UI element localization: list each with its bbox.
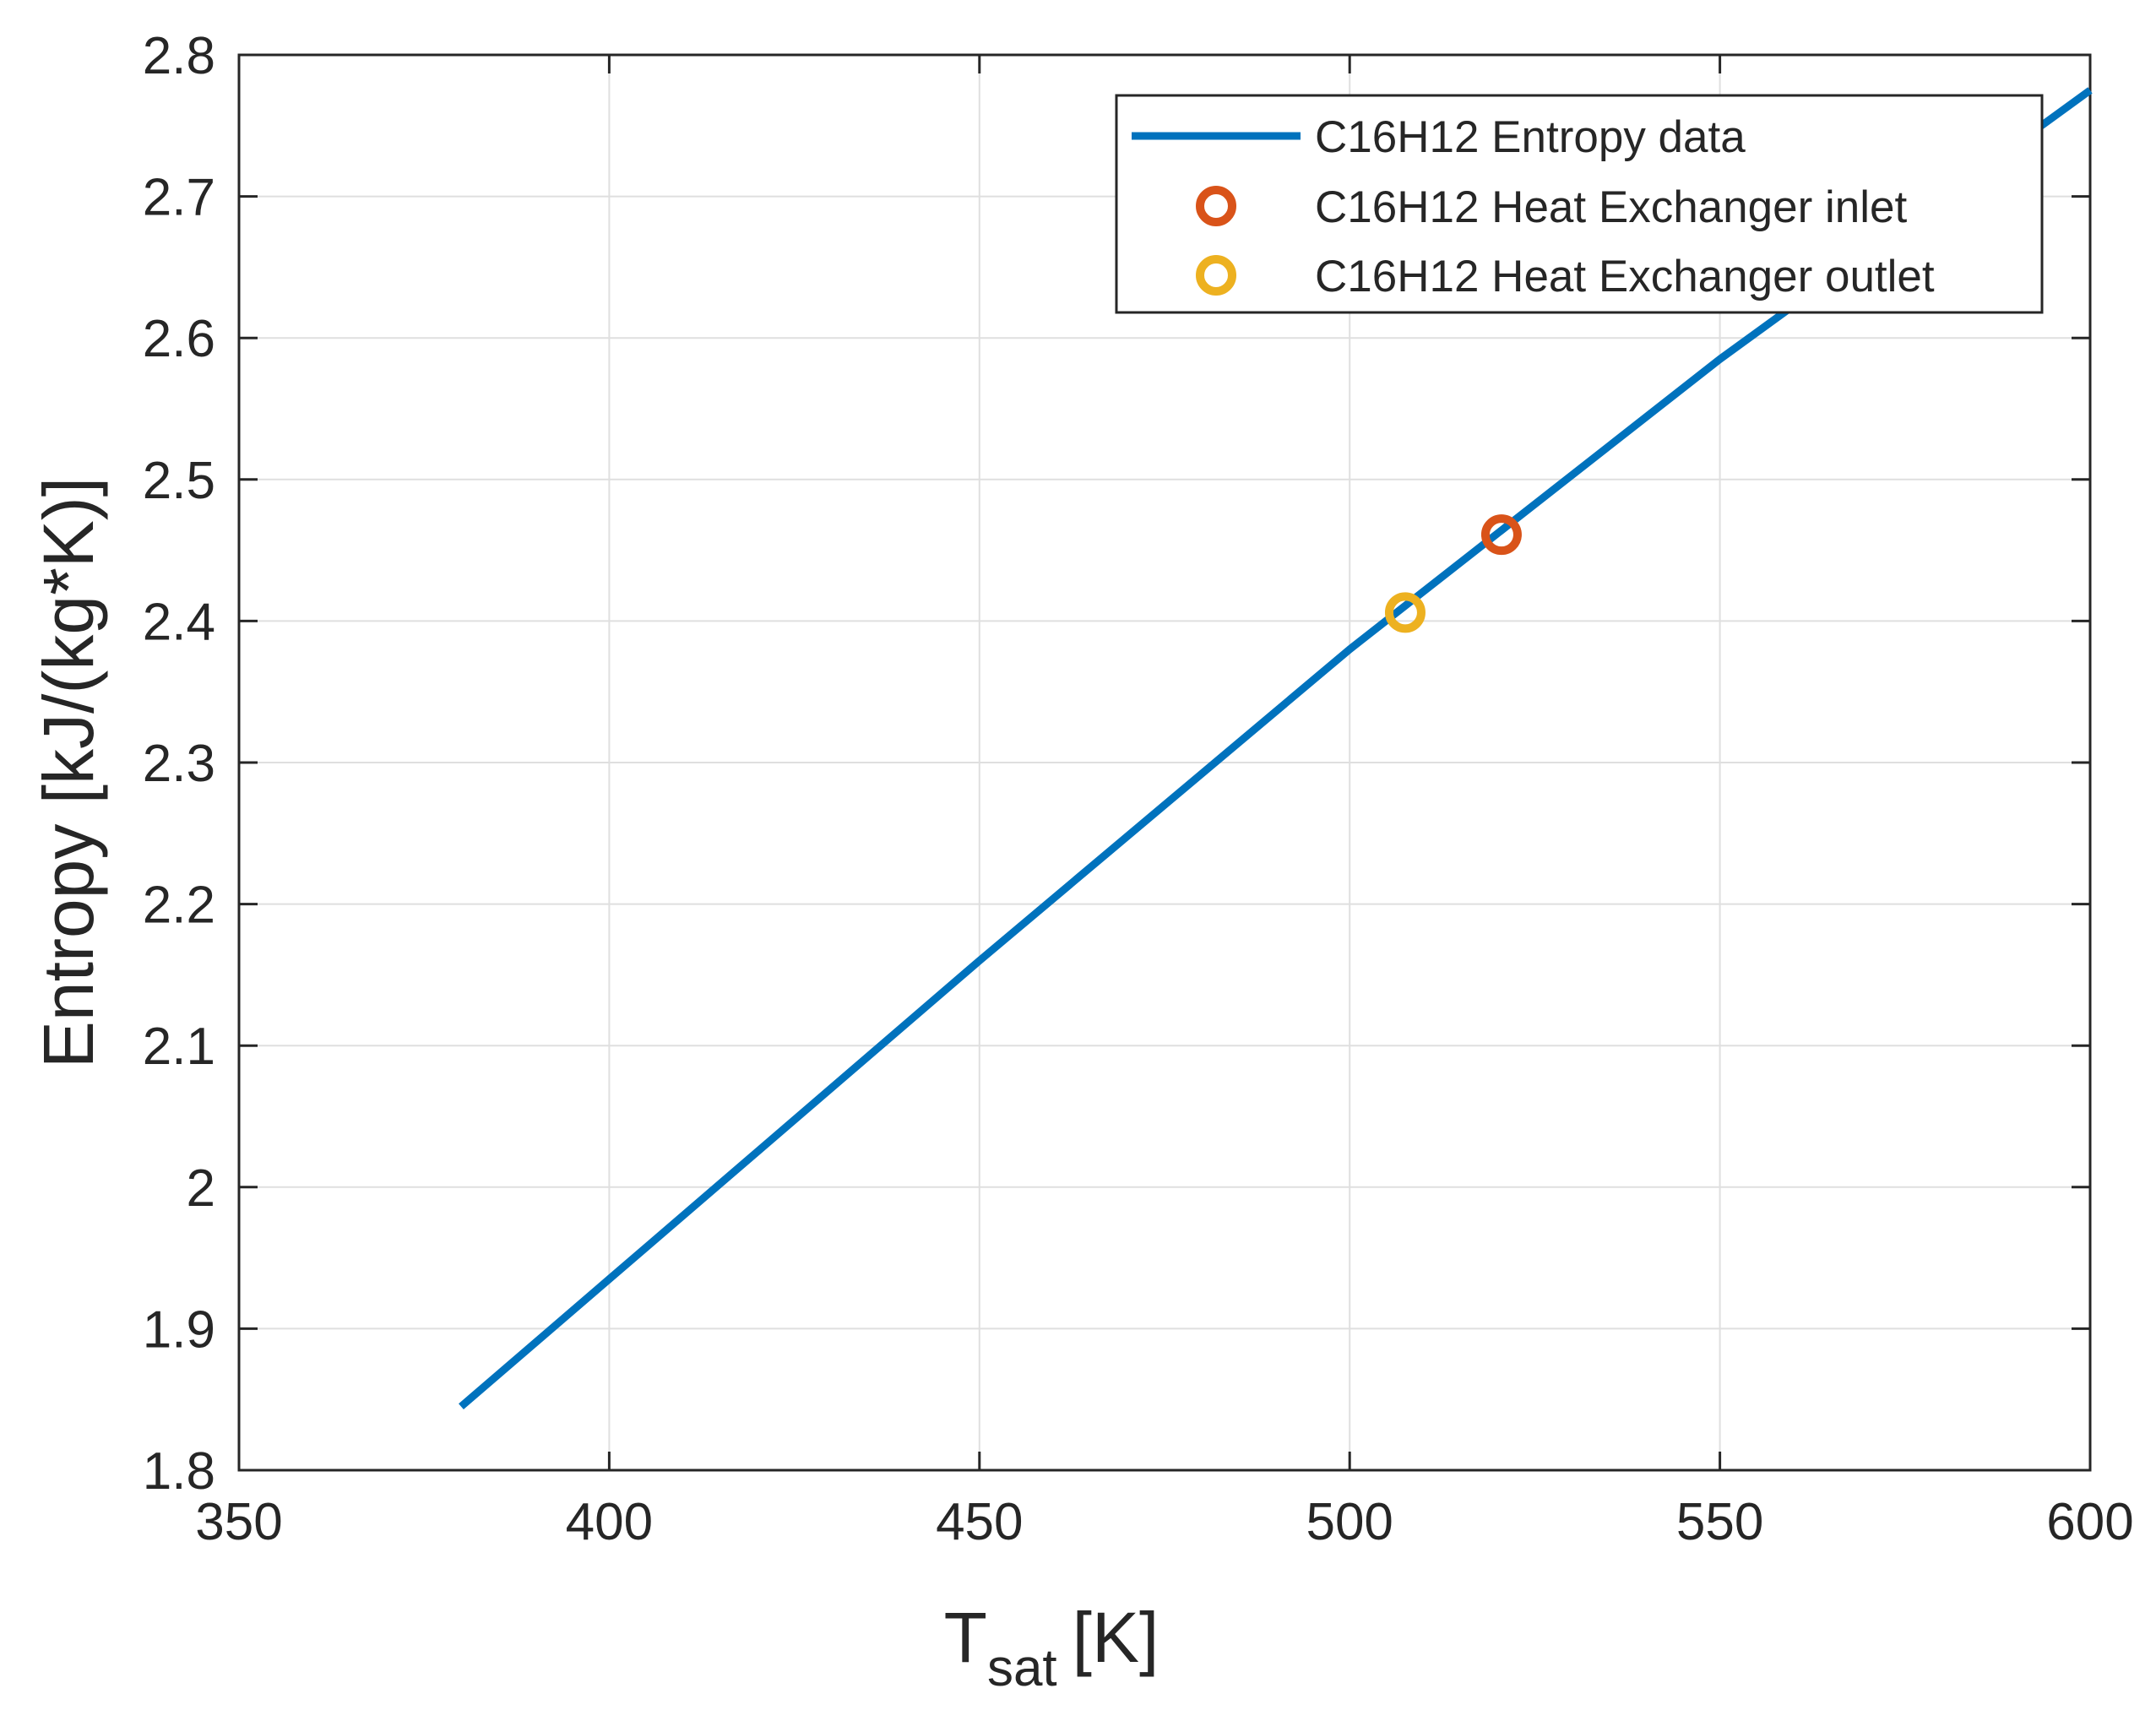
y-axis-title: Entropy [kJ/(kg*K)] <box>29 477 108 1068</box>
x-tick-label: 550 <box>1676 1493 1763 1551</box>
legend-label-inlet: C16H12 Heat Exchanger inlet <box>1315 182 1907 232</box>
x-tick-label: 350 <box>195 1493 282 1551</box>
x-axis-title-subscript: sat <box>987 1639 1057 1697</box>
y-tick-label: 2.8 <box>143 27 215 85</box>
y-tick-label: 2.3 <box>143 735 215 793</box>
axis-ticks: 350 400 450 500 550 600 1.8 1.9 2 2.1 2.2 2.3 2.4 2.5… <box>143 27 2134 1551</box>
x-tick-label: 600 <box>2046 1493 2133 1551</box>
legend-label-outlet: C16H12 Heat Exchanger outlet <box>1315 252 1935 301</box>
x-tick-label: 450 <box>936 1493 1023 1551</box>
x-axis-title-unit: [K] <box>1073 1598 1159 1677</box>
legend-marker-outlet <box>1196 255 1236 296</box>
x-tick-label: 500 <box>1306 1493 1393 1551</box>
series-layer <box>459 87 2093 1410</box>
y-tick-label: 2 <box>187 1159 215 1218</box>
y-tick-label: 2.2 <box>143 877 215 935</box>
x-axis-title-symbol: T <box>944 1598 987 1677</box>
legend-label-entropy-data: C16H12 Entropy data <box>1315 112 1746 162</box>
data-point-heat-exchanger-inlet <box>1480 514 1522 556</box>
x-tick-label: 400 <box>566 1493 653 1551</box>
y-tick-label: 2.4 <box>143 593 215 651</box>
series-line-entropy-data <box>459 87 2093 1410</box>
y-tick-label: 2.7 <box>143 169 215 227</box>
legend-box <box>1115 94 2044 314</box>
x-axis-title: Tsat [K] <box>944 1598 1159 1697</box>
y-tick-label: 2.5 <box>143 452 215 510</box>
y-tick-label: 1.8 <box>143 1442 215 1501</box>
y-tick-label: 1.9 <box>143 1300 215 1359</box>
legend: C16H12 Entropy data C16H12 Heat Exchange… <box>1115 94 2044 314</box>
y-tick-label: 2.6 <box>143 310 215 368</box>
y-tick-label: 2.1 <box>143 1018 215 1076</box>
legend-marker-inlet <box>1196 186 1236 226</box>
data-point-heat-exchanger-outlet <box>1384 592 1426 633</box>
